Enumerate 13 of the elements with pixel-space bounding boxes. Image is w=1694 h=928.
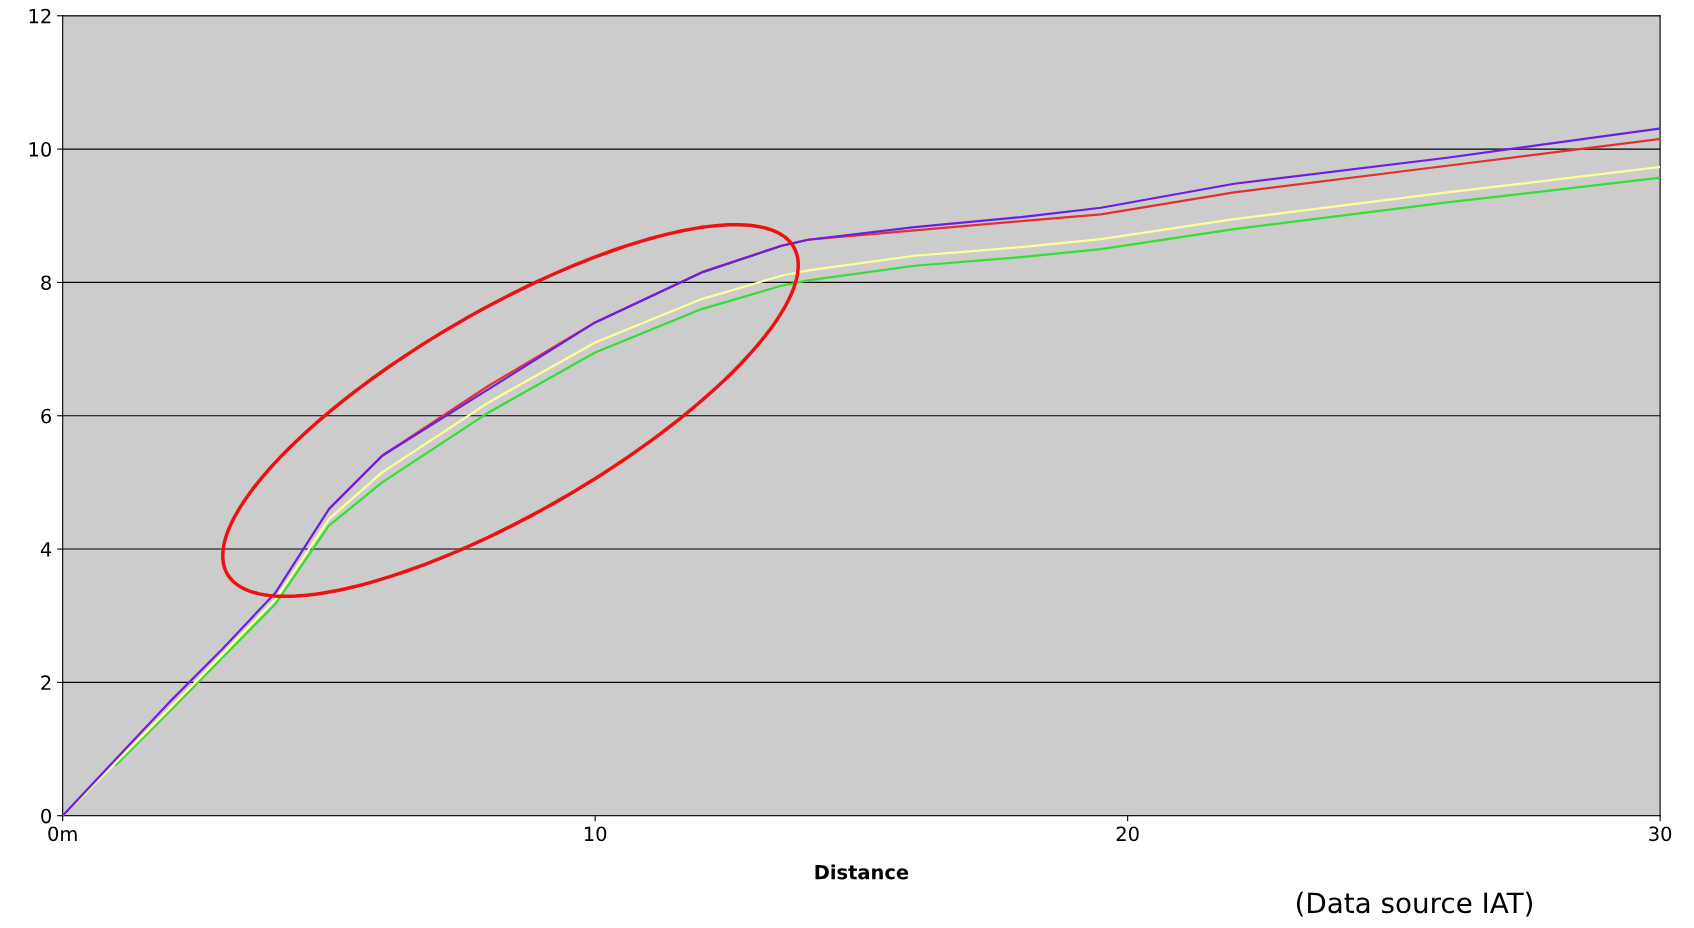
- y-tick-label: 2: [41, 675, 51, 690]
- y-tick-label: 8: [41, 275, 51, 291]
- y-tick-label: 0: [41, 808, 51, 824]
- x-tick-label: 20: [1116, 826, 1139, 842]
- x-tick-label: 10: [584, 826, 607, 842]
- y-tick-label: 10: [29, 142, 51, 157]
- x-tick-label: 30: [1649, 826, 1672, 842]
- x-axis-title: Distance: [815, 864, 909, 880]
- text: (Data source IAT): [1296, 891, 1533, 917]
- y-tick-label: 6: [41, 408, 52, 424]
- x-tick-label: 0m: [48, 826, 77, 842]
- y-tick-label: 12: [29, 8, 51, 24]
- y-tick-label: 4: [40, 542, 52, 557]
